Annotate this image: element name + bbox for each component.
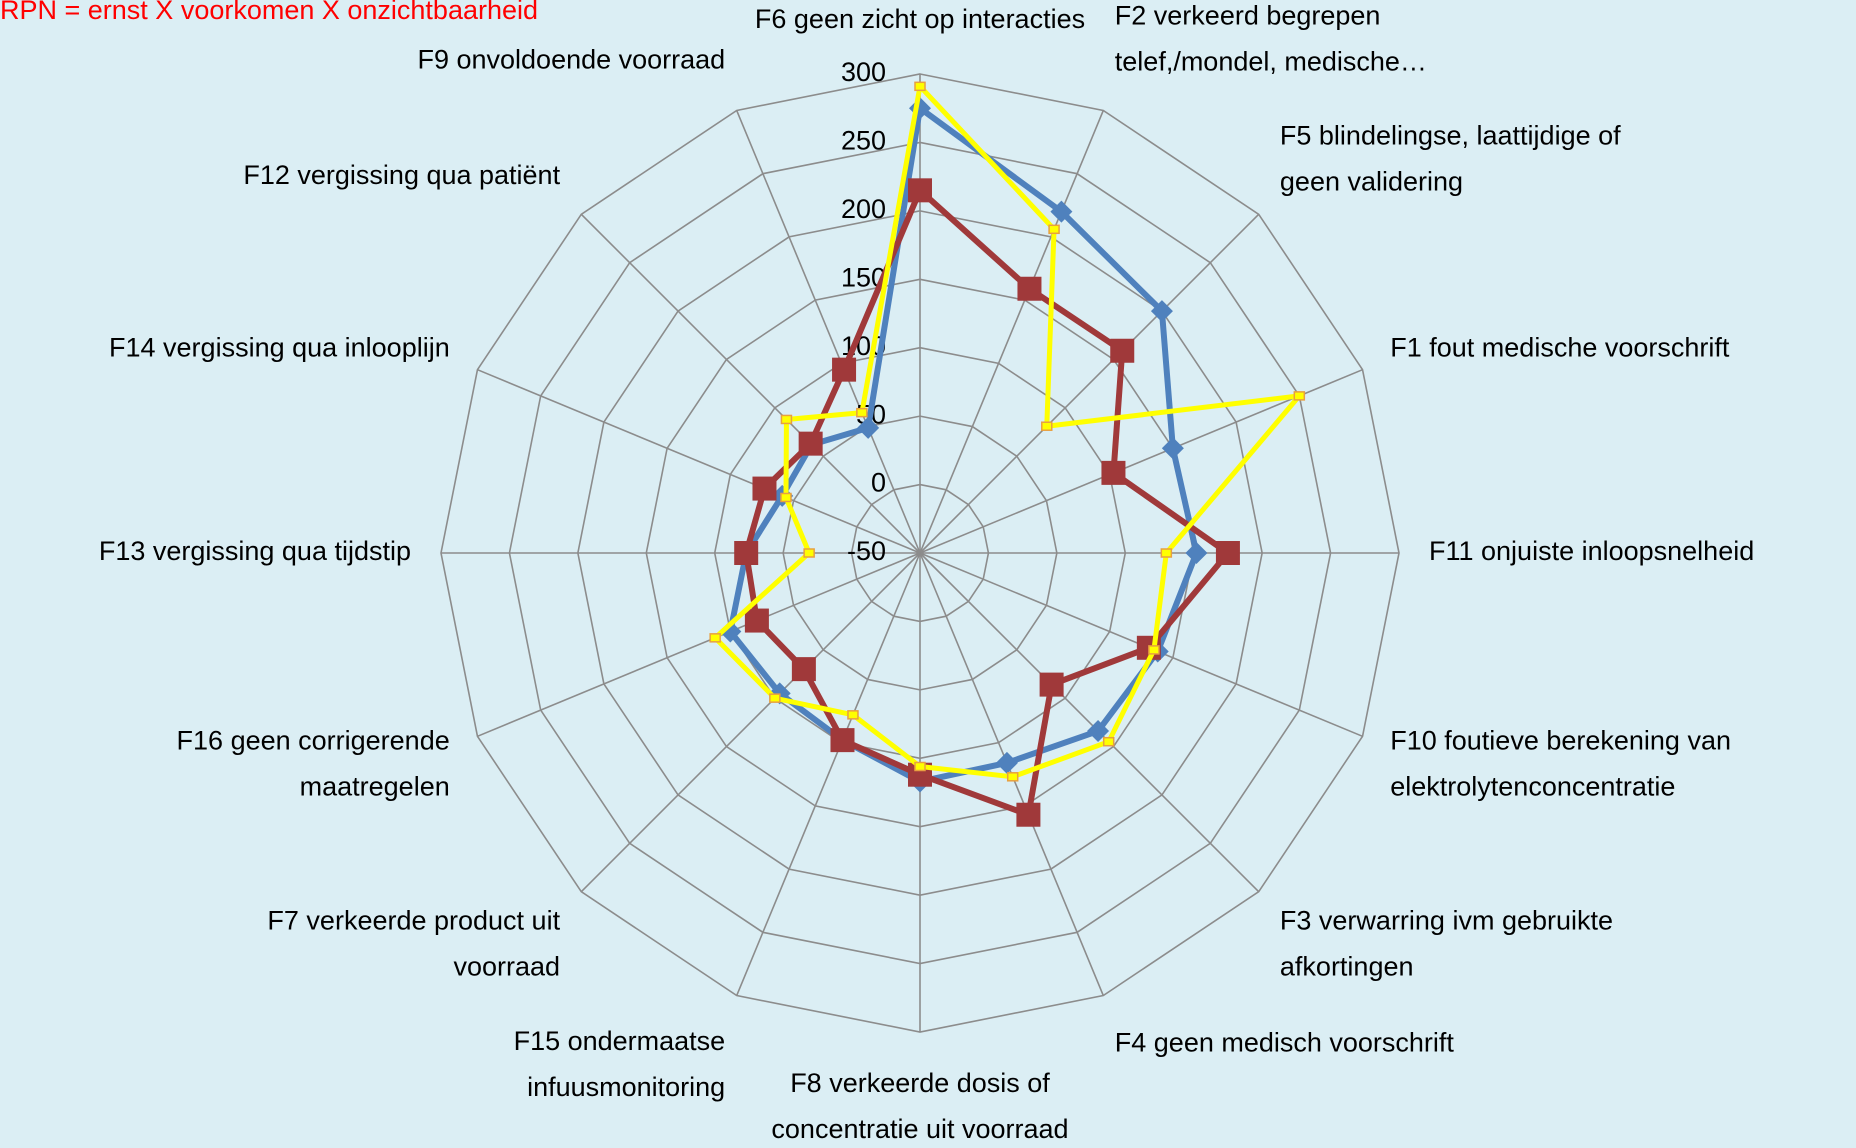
marker xyxy=(803,548,815,558)
marker xyxy=(995,751,1018,774)
category-label: concentratie uit voorraad xyxy=(771,1114,1068,1144)
spoke xyxy=(919,552,1260,893)
category-label: F5 blindelingse, laattijdige of xyxy=(1280,121,1621,151)
marker xyxy=(798,431,823,456)
marker xyxy=(1050,200,1073,223)
marker xyxy=(1048,224,1060,235)
spoke xyxy=(919,110,1105,554)
marker xyxy=(1041,421,1053,431)
category-label: infuusmonitoring xyxy=(527,1072,725,1102)
marker xyxy=(832,357,857,382)
marker xyxy=(1161,437,1184,460)
r-tick-label: -50 xyxy=(847,536,886,566)
category-label: telef,/mondel, medische… xyxy=(1115,46,1427,76)
marker xyxy=(1102,736,1115,747)
marker xyxy=(1087,720,1110,743)
marker xyxy=(1039,672,1064,697)
marker xyxy=(908,178,932,203)
marker xyxy=(1017,276,1042,301)
category-label: F3 verwarring ivm gebruikte xyxy=(1280,906,1613,936)
r-tick-label: 0 xyxy=(871,468,886,498)
r-tick-label: 250 xyxy=(841,126,886,156)
marker xyxy=(1016,802,1041,827)
spoke xyxy=(580,552,921,893)
category-label: F8 verkeerde dosis of xyxy=(790,1068,1050,1098)
marker xyxy=(1006,772,1019,782)
category-label: F11 onjuiste inloopsnelheid xyxy=(1429,536,1754,566)
category-label: F9 onvoldoende voorraad xyxy=(417,45,725,75)
category-label: F6 geen zicht op interacties xyxy=(755,4,1085,34)
marker xyxy=(1101,460,1126,485)
category-label: maatregelen xyxy=(300,772,450,802)
marker xyxy=(1293,391,1306,401)
category-label: afkortingen xyxy=(1280,952,1414,982)
r-tick-label: 200 xyxy=(841,194,886,224)
spoke xyxy=(919,368,1363,554)
category-label: F10 foutieve berekening van xyxy=(1390,726,1731,756)
marker xyxy=(847,710,859,720)
category-label: F1 fout medische voorschrift xyxy=(1390,333,1730,363)
marker xyxy=(914,761,926,772)
marker xyxy=(1215,541,1240,565)
category-label: F2 verkeerd begrepen xyxy=(1115,0,1381,30)
category-label: voorraad xyxy=(454,952,561,982)
category-label: F12 vergissing qua patiënt xyxy=(243,160,560,190)
marker xyxy=(1185,542,1208,564)
marker xyxy=(744,608,769,633)
marker xyxy=(1160,548,1173,558)
category-label: F15 ondermaatse xyxy=(514,1026,726,1056)
marker xyxy=(1150,300,1173,323)
chart-title: RPN = ernst X voorkomen X onzichtbaarhei… xyxy=(0,0,538,25)
marker xyxy=(857,416,880,439)
marker xyxy=(914,81,926,92)
marker xyxy=(791,657,816,682)
marker xyxy=(752,476,777,501)
category-label: elektrolytenconcentratie xyxy=(1390,772,1675,802)
marker xyxy=(769,693,781,703)
category-label: F4 geen medisch voorschrift xyxy=(1115,1028,1455,1058)
category-label: F16 geen corrigerende xyxy=(177,726,450,756)
marker xyxy=(1110,338,1135,363)
marker xyxy=(780,414,793,425)
category-label: F13 vergissing qua tijdstip xyxy=(99,536,411,566)
spoke xyxy=(735,110,921,554)
spoke xyxy=(477,552,921,738)
marker xyxy=(1148,645,1160,655)
category-label: F7 verkeerde product uit xyxy=(267,906,560,936)
category-label: geen validering xyxy=(1280,167,1463,197)
spoke xyxy=(735,552,921,996)
marker xyxy=(709,633,721,643)
marker xyxy=(780,492,792,503)
spoke xyxy=(580,213,921,554)
marker xyxy=(856,407,868,418)
r-tick-label: 300 xyxy=(841,57,886,87)
spoke xyxy=(919,213,1260,554)
marker xyxy=(734,541,759,565)
spoke xyxy=(477,368,921,554)
category-label: F14 vergissing qua inlooplijn xyxy=(109,333,450,363)
marker xyxy=(830,728,855,753)
